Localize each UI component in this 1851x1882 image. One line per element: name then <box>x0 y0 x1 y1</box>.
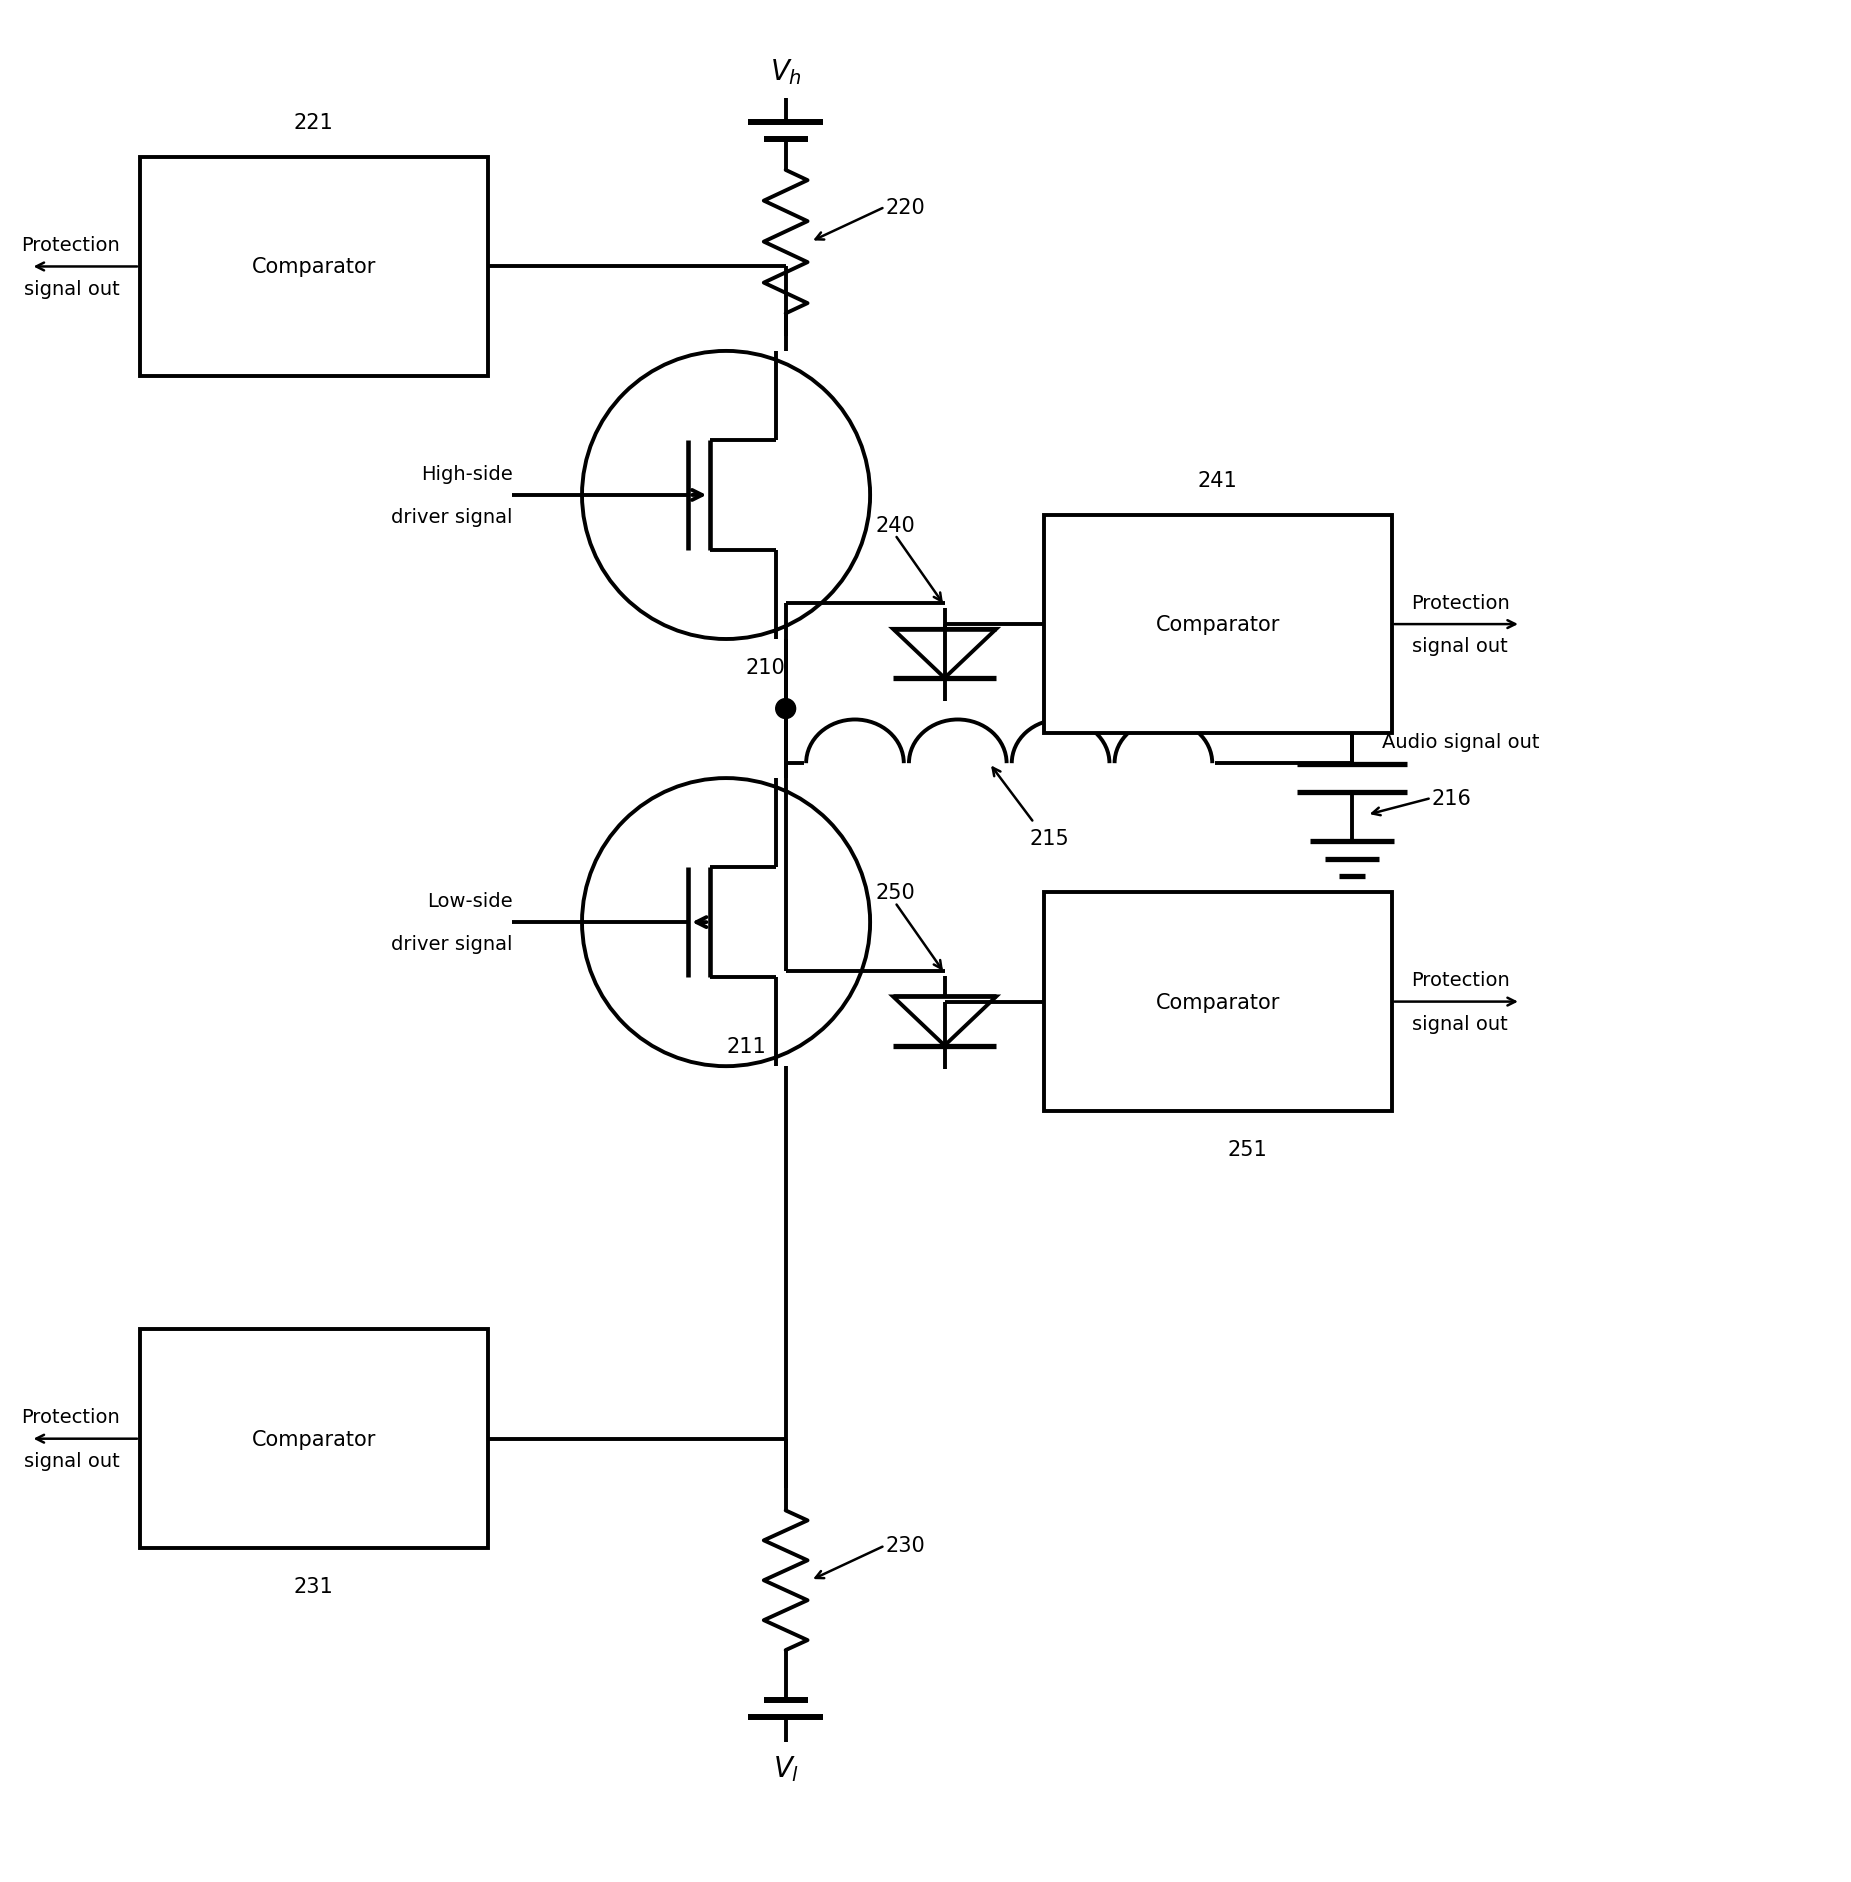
Text: 216: 216 <box>1431 789 1472 809</box>
Text: $V_l$: $V_l$ <box>772 1754 800 1784</box>
Bar <box>1044 892 1392 1110</box>
Text: 230: 230 <box>885 1536 926 1556</box>
Text: 220: 220 <box>885 198 926 218</box>
Text: Comparator: Comparator <box>1155 992 1281 1013</box>
Text: signal out: signal out <box>1412 638 1507 657</box>
Text: signal out: signal out <box>24 280 120 299</box>
Text: 210: 210 <box>746 657 785 678</box>
Bar <box>141 158 487 376</box>
Text: 215: 215 <box>1029 828 1068 849</box>
Text: Protection: Protection <box>22 1408 120 1427</box>
Text: High-side: High-side <box>420 465 513 484</box>
Text: Protection: Protection <box>1412 593 1510 612</box>
Text: Comparator: Comparator <box>252 258 376 277</box>
Text: driver signal: driver signal <box>391 935 513 954</box>
Text: Audio signal out: Audio signal out <box>1381 732 1540 751</box>
Text: $V_h$: $V_h$ <box>770 56 801 87</box>
Text: Comparator: Comparator <box>252 1428 376 1449</box>
Text: Protection: Protection <box>22 235 120 254</box>
Text: 250: 250 <box>876 883 914 903</box>
Text: Comparator: Comparator <box>1155 615 1281 634</box>
Text: driver signal: driver signal <box>391 508 513 527</box>
Text: 240: 240 <box>876 516 914 534</box>
Text: Protection: Protection <box>1412 971 1510 990</box>
Text: 241: 241 <box>1198 470 1238 491</box>
Text: signal out: signal out <box>1412 1014 1507 1033</box>
Text: 221: 221 <box>294 113 333 134</box>
Bar <box>1044 516 1392 734</box>
Text: 251: 251 <box>1227 1139 1268 1159</box>
Text: 231: 231 <box>294 1575 333 1596</box>
Text: Low-side: Low-side <box>428 892 513 911</box>
Text: 211: 211 <box>726 1037 766 1058</box>
Bar <box>141 1331 487 1549</box>
Circle shape <box>776 700 796 719</box>
Text: signal out: signal out <box>24 1451 120 1470</box>
